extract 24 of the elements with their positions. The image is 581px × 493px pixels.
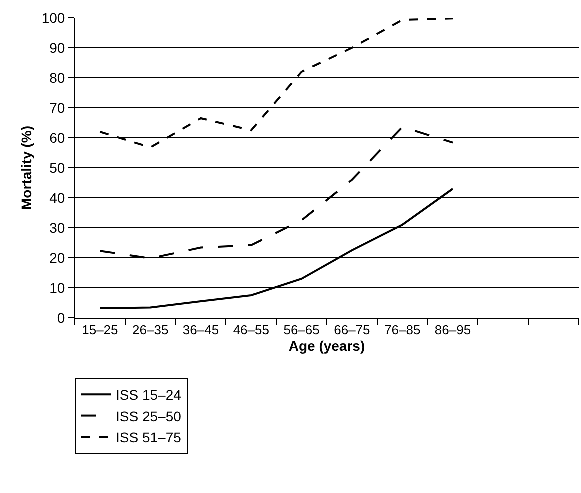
legend-label: ISS 25–50 <box>116 408 182 424</box>
x-tick-label: 56–65 <box>284 322 320 338</box>
y-tick-label: 30 <box>50 220 66 236</box>
y-tick-label: 60 <box>50 130 66 146</box>
y-tick-label: 10 <box>50 280 66 296</box>
x-tick-label: 36–45 <box>182 322 220 338</box>
legend-label: ISS 51–75 <box>116 429 182 446</box>
y-tick-label: 100 <box>42 10 66 26</box>
y-tick-label: 20 <box>50 250 66 266</box>
x-axis-title: Age (years) <box>288 338 366 354</box>
y-tick-label: 80 <box>50 70 66 86</box>
x-tick-label: 26–35 <box>132 322 169 338</box>
x-tick-label: 15–25 <box>82 322 118 338</box>
x-tick-label: 86–95 <box>434 322 472 338</box>
y-tick-label: 0 <box>57 310 66 326</box>
y-axis-title: Mortality (%) <box>18 126 34 210</box>
y-tick-label: 50 <box>50 160 66 176</box>
y-tick-label: 70 <box>50 100 66 116</box>
x-tick-label: 76–85 <box>384 322 421 338</box>
y-tick-label: 90 <box>50 40 66 56</box>
legend-label: ISS 15–24 <box>116 387 182 404</box>
x-tick-label: 66–75 <box>334 322 370 338</box>
x-tick-label: 46–55 <box>233 322 270 338</box>
y-tick-label: 40 <box>50 190 66 206</box>
